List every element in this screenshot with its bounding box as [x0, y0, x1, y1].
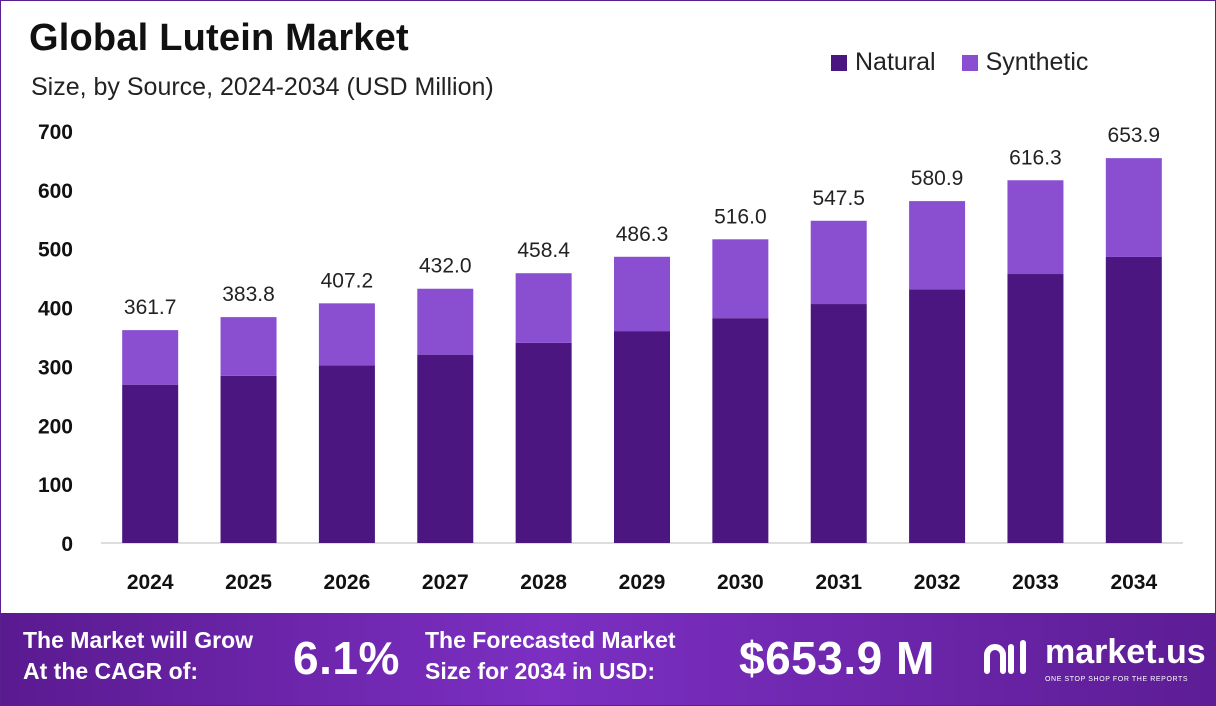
y-tick-label: 100: [38, 474, 73, 497]
total-label-2025: 383.8: [222, 283, 275, 306]
legend-item-natural: Natural: [831, 48, 936, 77]
total-label-2034: 653.9: [1108, 124, 1161, 147]
legend-swatch-synthetic: [961, 54, 978, 71]
bar-synthetic-2024: [122, 330, 179, 385]
bar-synthetic-2031: [810, 220, 867, 305]
cagr-label: The Market will Grow At the CAGR of:: [23, 625, 253, 687]
bar-natural-2031: [810, 304, 867, 543]
bar-natural-2029: [614, 331, 670, 543]
chart-subtitle: Size, by Source, 2024-2034 (USD Million): [31, 73, 494, 101]
bar-synthetic-2025: [220, 317, 277, 376]
total-label-2029: 486.3: [616, 223, 669, 246]
x-tick-label-2026: 2026: [324, 571, 371, 594]
legend-swatch-natural: [831, 54, 847, 71]
total-label-2026: 407.2: [321, 269, 374, 292]
forecast-value: $653.9 M: [739, 632, 935, 684]
x-tick-label-2027: 2027: [422, 571, 469, 594]
total-label-2032: 580.9: [911, 167, 964, 190]
cagr-value: 6.1%: [293, 632, 400, 684]
y-tick-label: 200: [38, 415, 73, 438]
bar-natural-2034: [1105, 256, 1162, 543]
total-label-2031: 547.5: [812, 187, 865, 210]
forecast-label: The Forecasted Market Size for 2034 in U…: [425, 625, 676, 687]
x-tick-label-2024: 2024: [127, 571, 174, 594]
bar-natural-2032: [909, 289, 966, 543]
cagr-label-line1: The Market will Grow: [23, 627, 254, 653]
bar-natural-2030: [712, 318, 769, 543]
brand-name: market.us: [1045, 633, 1206, 671]
y-tick-label: 0: [61, 533, 73, 556]
forecast-label-line1: The Forecasted Market: [425, 627, 676, 653]
legend-label-synthetic: Synthetic: [985, 48, 1089, 76]
bar-natural-2024: [122, 384, 179, 543]
bar-natural-2026: [318, 365, 375, 543]
bar-synthetic-2033: [1007, 180, 1064, 275]
forecast-label-line2: Size for 2034 in USD:: [425, 658, 656, 684]
x-tick-label-2029: 2029: [619, 571, 666, 594]
total-label-2030: 516.0: [714, 205, 767, 228]
bar-synthetic-2032: [909, 201, 966, 290]
bar-natural-2033: [1007, 274, 1064, 543]
legend-item-synthetic: Synthetic: [961, 48, 1089, 77]
y-tick-label: 400: [38, 298, 73, 321]
bar-synthetic-2027: [417, 288, 474, 355]
bar-chart: 0 100 200 300 400 500 600 700 361.7 2024 383.8 2025…: [38, 121, 1183, 594]
bar-synthetic-2026: [318, 303, 375, 366]
footer-banner: The Market will Grow At the CAGR of: 6.1…: [1, 613, 1215, 705]
brand-logo: market.us ONE STOP SHOP FOR THE REPORTS: [983, 633, 1206, 689]
x-tick-label-2034: 2034: [1110, 571, 1157, 594]
chart-legend: Natural Synthetic: [831, 48, 1088, 77]
x-tick-label-2031: 2031: [815, 571, 862, 594]
total-label-2033: 616.3: [1009, 146, 1062, 169]
total-label-2028: 458.4: [517, 239, 570, 262]
y-tick-label: 500: [38, 239, 73, 262]
chart-title: Global Lutein Market: [29, 17, 409, 59]
x-tick-label-2028: 2028: [520, 571, 567, 594]
x-tick-label-2032: 2032: [914, 571, 961, 594]
market-us-logo-icon: [984, 640, 1026, 674]
bar-natural-2028: [515, 342, 572, 543]
bar-natural-2027: [417, 354, 474, 543]
y-tick-label: 300: [38, 356, 73, 379]
brand-tagline: ONE STOP SHOP FOR THE REPORTS: [1045, 676, 1189, 683]
bar-synthetic-2030: [712, 239, 769, 319]
x-tick-label-2025: 2025: [225, 571, 272, 594]
cagr-label-line2: At the CAGR of:: [23, 658, 199, 684]
bar-synthetic-2028: [515, 273, 572, 343]
legend-label-natural: Natural: [855, 48, 936, 76]
y-tick-label: 700: [38, 121, 73, 144]
total-label-2027: 432.0: [419, 255, 472, 278]
y-tick-label: 600: [38, 180, 73, 203]
bar-natural-2025: [220, 375, 277, 543]
bar-synthetic-2029: [614, 256, 670, 332]
x-tick-label-2030: 2030: [717, 571, 764, 594]
x-tick-label-2033: 2033: [1012, 571, 1059, 594]
total-label-2024: 361.7: [124, 296, 177, 319]
bar-synthetic-2034: [1105, 158, 1162, 257]
